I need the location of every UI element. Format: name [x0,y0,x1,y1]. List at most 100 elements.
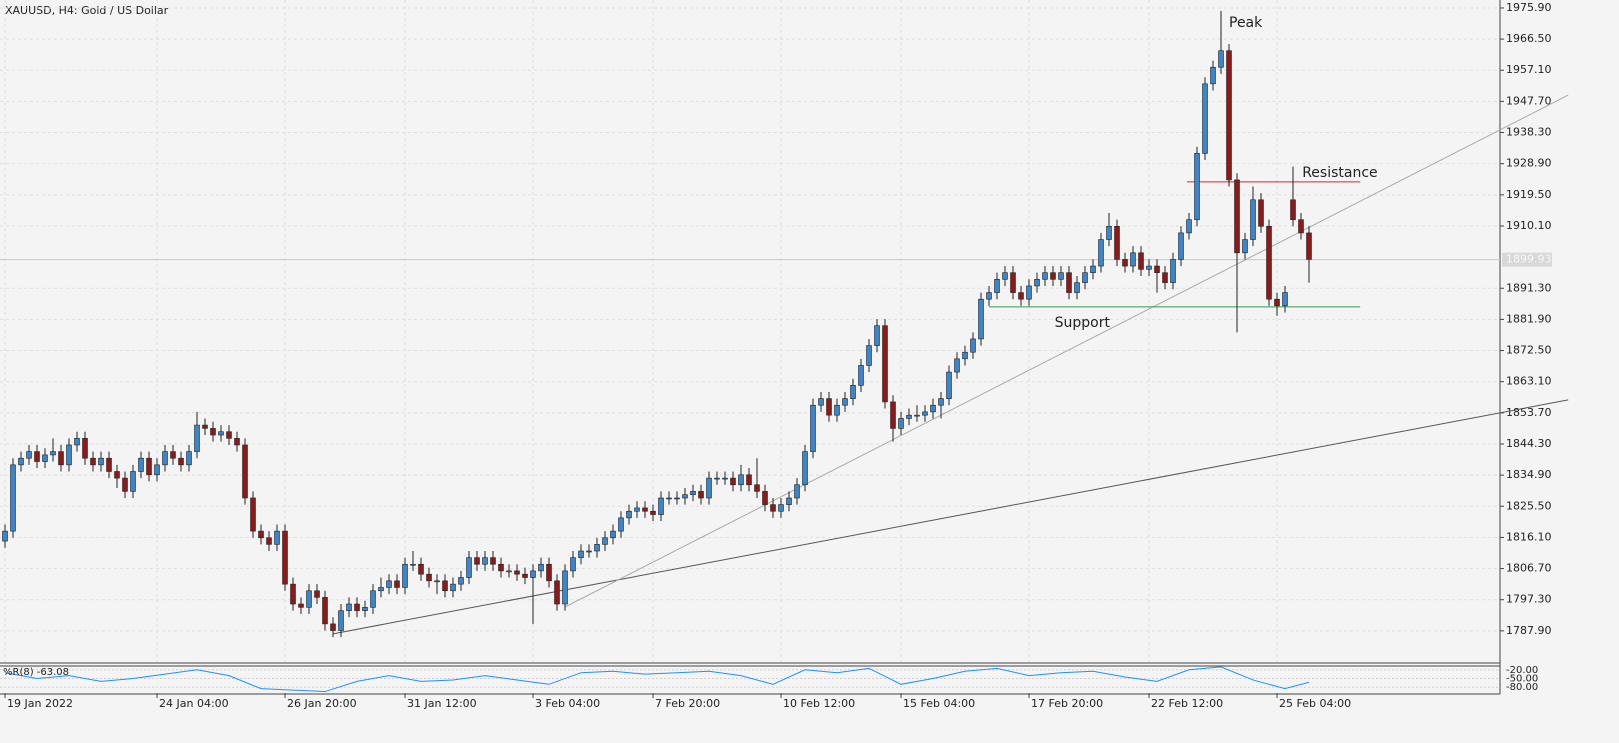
candle-body [978,298,984,340]
candle-body [1250,199,1256,240]
x-tick-label: 19 Jan 2022 [7,697,73,710]
candle-body [1042,272,1048,280]
x-tick-label: 17 Feb 20:00 [1031,697,1103,710]
candle-body [474,557,480,565]
candle-body [442,580,448,592]
candle-body [570,557,576,572]
candle-body [130,471,136,492]
candle-body [330,623,336,631]
candle-body [546,563,552,582]
candle-body [458,577,464,585]
y-tick-label: 1919.50 [1506,188,1552,201]
candle-body [682,494,688,499]
x-tick-label: 31 Jan 12:00 [407,697,477,710]
candle-body [514,570,520,575]
candle-body [762,491,768,505]
x-tick-label: 10 Feb 12:00 [783,697,855,710]
current-price-box [1502,252,1552,267]
candle-body [34,451,40,462]
candle-body [970,338,976,353]
candle-body [658,497,664,515]
candle-body [810,404,816,452]
candle-body [362,607,368,611]
candle-body [322,597,328,625]
y-tick-label: 1797.30 [1506,593,1552,606]
x-tick-label: 24 Jan 04:00 [159,697,229,710]
indicator-line [4,666,1310,693]
candle-body [874,325,880,346]
candle-body [954,358,960,373]
candle-body [1306,232,1312,260]
candle-body [1194,153,1200,220]
candle-body [218,431,224,436]
candle-body [74,438,80,446]
candle-body [722,477,728,480]
candle-body [1138,252,1144,270]
candle-body [1170,259,1176,283]
candle-body [538,563,544,572]
candle-body [18,457,24,466]
candle-body [594,544,600,552]
candle-body [1290,199,1296,220]
candle-body [1162,272,1168,283]
x-tick-label: 3 Feb 04:00 [535,697,600,710]
candle-body [746,474,752,486]
candle-body [450,583,456,592]
indicator-tick-label: -80.00 [1506,682,1538,693]
candle-body [522,573,528,578]
candle-body [1026,285,1032,300]
current-price-label: 1899.93 [1506,253,1552,266]
indicator-tick-label: -50.00 [1506,674,1538,685]
candle-body [714,477,720,480]
candle-body [418,563,424,575]
candle-body [1298,219,1304,234]
candle-body [706,477,712,499]
candle-body [506,570,512,573]
candle-body [354,603,360,611]
candle-body [634,507,640,512]
y-tick-label: 1806.70 [1506,562,1552,575]
candle-body [346,603,352,611]
x-tick-label: 22 Feb 12:00 [1151,697,1223,710]
candle-body [938,398,944,406]
candle-body [250,497,256,532]
candle-body [170,451,176,459]
indicator-label: %R(8) -63.08 [3,667,69,678]
y-tick-label: 1863.10 [1506,375,1552,388]
peak-label: Peak [1229,15,1263,31]
candle-body [402,563,408,588]
candle-body [1098,239,1104,267]
candle-body [930,404,936,413]
candle-body [946,371,952,399]
candle-body [306,590,312,608]
candle-body [378,587,384,592]
y-tick-label: 1910.10 [1506,219,1552,232]
y-tick-label: 1816.10 [1506,530,1552,543]
candle-body [858,365,864,386]
candle-body [298,603,304,608]
candle-body [154,464,160,476]
trendline [564,94,1569,608]
candle-body [1258,199,1264,227]
candle-body [266,537,272,545]
candle-body [1242,239,1248,254]
candle-body [66,444,72,466]
candle-body [490,557,496,565]
candle-body [202,424,208,429]
candle-body [586,550,592,553]
candle-body [1202,83,1208,154]
candle-body [386,580,392,588]
candle-body [1034,279,1040,287]
candle-body [26,451,32,459]
y-tick-label: 1825.50 [1506,499,1552,512]
candle-body [778,504,784,512]
candle-body [338,610,344,631]
candle-body [1274,298,1280,307]
candle-body [114,471,120,479]
candle-body [554,580,560,605]
candle-body [282,530,288,585]
candle-body [898,418,904,429]
candle-body [530,570,536,578]
candle-body [850,385,856,399]
candle-body [186,451,192,466]
